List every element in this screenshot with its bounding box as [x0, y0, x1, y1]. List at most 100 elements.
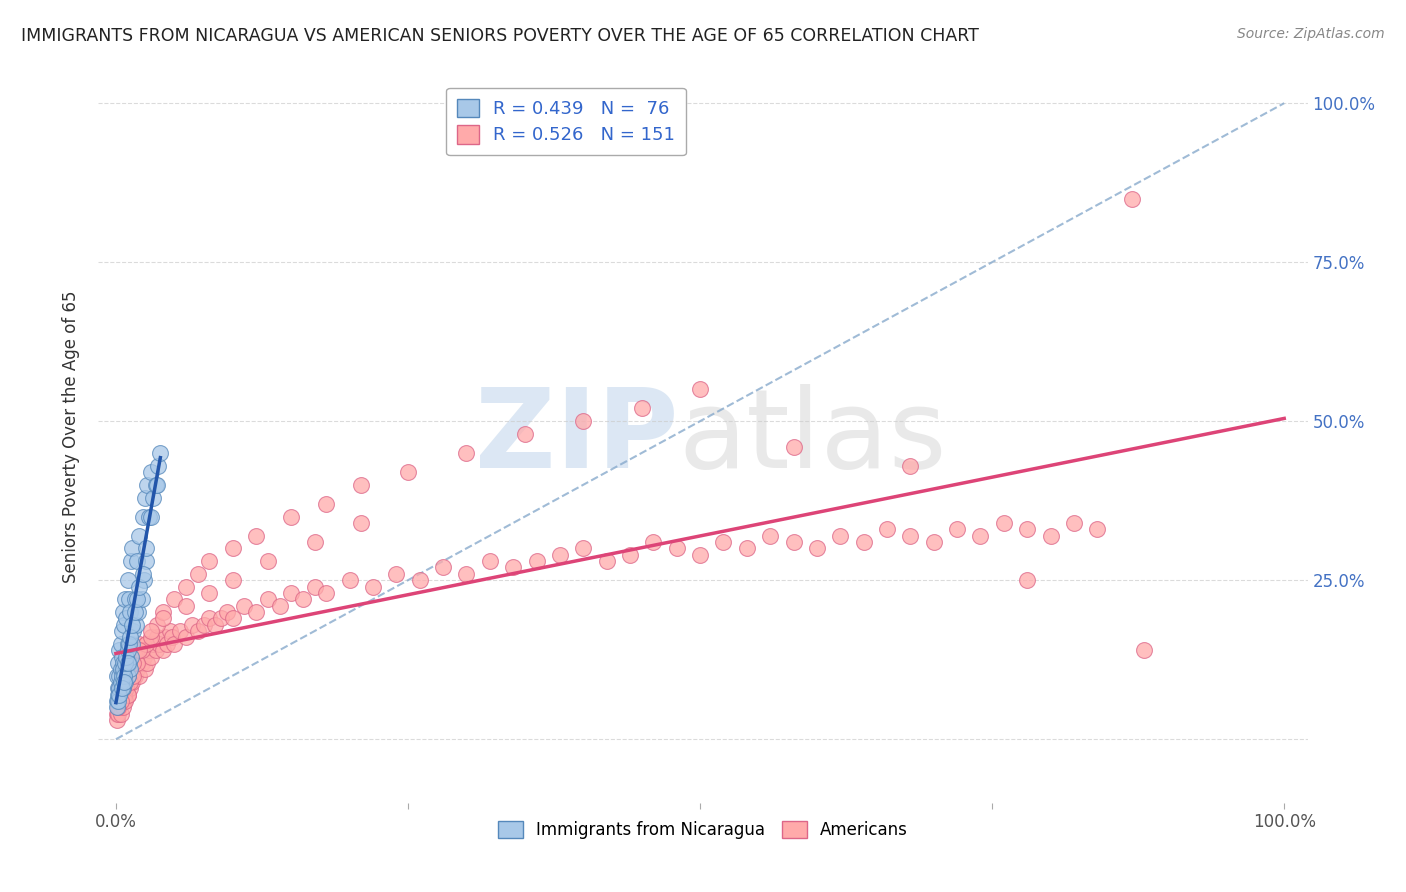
Point: [107, 706, 129, 721]
Point: [105, 706, 128, 721]
Point: [315, 586, 337, 600]
Point: [619, 548, 641, 562]
Point: [112, 675, 135, 690]
Point: [187, 624, 209, 638]
Point: [108, 688, 131, 702]
Point: [125, 592, 148, 607]
Point: [222, 573, 245, 587]
Point: [782, 440, 804, 454]
Point: [139, 631, 162, 645]
Legend: Immigrants from Nicaragua, Americans: Immigrants from Nicaragua, Americans: [491, 814, 915, 846]
Point: [1085, 522, 1108, 536]
Point: [118, 592, 141, 607]
Point: [245, 529, 267, 543]
Point: [1017, 522, 1039, 536]
Point: [112, 694, 135, 708]
Point: [111, 675, 134, 690]
Point: [280, 509, 302, 524]
Y-axis label: Seniors Poverty Over the Age of 65: Seniors Poverty Over the Age of 65: [62, 291, 80, 583]
Point: [152, 605, 174, 619]
Point: [187, 566, 209, 581]
Point: [132, 509, 155, 524]
Point: [132, 643, 155, 657]
Point: [108, 694, 131, 708]
Point: [118, 637, 141, 651]
Point: [105, 694, 128, 708]
Point: [898, 458, 921, 473]
Point: [111, 681, 134, 696]
Point: [115, 611, 138, 625]
Point: [120, 668, 142, 682]
Point: [122, 624, 145, 638]
Point: [115, 649, 138, 664]
Point: [128, 668, 150, 682]
Point: [122, 643, 145, 657]
Point: [114, 694, 136, 708]
Point: [146, 617, 169, 632]
Point: [118, 656, 141, 670]
Point: [131, 592, 153, 607]
Point: [139, 624, 162, 638]
Point: [350, 477, 373, 491]
Text: atlas: atlas: [679, 384, 948, 491]
Point: [142, 637, 165, 651]
Point: [125, 554, 148, 568]
Point: [156, 637, 179, 651]
Point: [107, 688, 129, 702]
Point: [830, 529, 852, 543]
Point: [110, 694, 132, 708]
Point: [110, 706, 132, 721]
Point: [148, 637, 170, 651]
Point: [105, 700, 128, 714]
Point: [135, 554, 157, 568]
Point: [146, 458, 169, 473]
Point: [111, 649, 134, 664]
Point: [112, 668, 135, 682]
Point: [643, 535, 665, 549]
Point: [432, 560, 454, 574]
Point: [1017, 573, 1039, 587]
Point: [111, 694, 134, 708]
Point: [117, 668, 139, 682]
Point: [108, 643, 131, 657]
Point: [806, 541, 828, 556]
Text: Source: ZipAtlas.com: Source: ZipAtlas.com: [1237, 27, 1385, 41]
Point: [304, 580, 326, 594]
Point: [114, 656, 136, 670]
Point: [115, 662, 138, 676]
Point: [107, 694, 129, 708]
Point: [118, 605, 141, 619]
Point: [146, 477, 169, 491]
Point: [115, 681, 138, 696]
Point: [111, 624, 134, 638]
Point: [134, 662, 156, 676]
Point: [117, 668, 139, 682]
Point: [108, 668, 131, 682]
Point: [118, 675, 141, 690]
Point: [456, 446, 478, 460]
Point: [142, 491, 165, 505]
Point: [114, 656, 136, 670]
Point: [105, 668, 128, 682]
Point: [111, 681, 134, 696]
Point: [198, 586, 221, 600]
Point: [118, 681, 141, 696]
Point: [121, 541, 143, 556]
Point: [134, 491, 156, 505]
Point: [128, 637, 150, 651]
Point: [1121, 192, 1143, 206]
Point: [110, 681, 132, 696]
Point: [222, 611, 245, 625]
Point: [107, 656, 129, 670]
Point: [209, 611, 232, 625]
Point: [396, 465, 419, 479]
Point: [139, 465, 162, 479]
Point: [174, 580, 197, 594]
Point: [245, 605, 267, 619]
Point: [759, 529, 782, 543]
Point: [215, 605, 238, 619]
Point: [117, 656, 139, 670]
Point: [110, 662, 132, 676]
Point: [665, 541, 688, 556]
Point: [125, 656, 148, 670]
